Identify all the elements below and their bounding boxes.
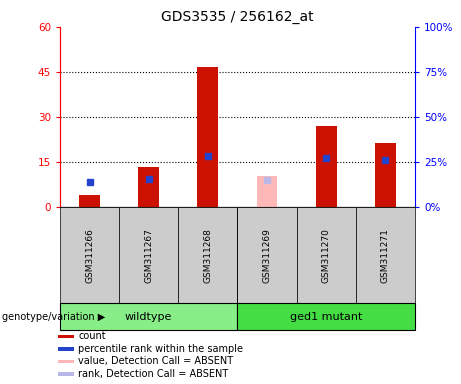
Text: ged1 mutant: ged1 mutant (290, 312, 362, 322)
Text: value, Detection Call = ABSENT: value, Detection Call = ABSENT (78, 356, 233, 366)
Bar (375, 143, 396, 207)
Bar (237, 303, 415, 330)
Bar (60, 207, 119, 303)
Bar (138, 167, 159, 207)
Title: GDS3535 / 256162_at: GDS3535 / 256162_at (161, 10, 314, 25)
Text: GSM311270: GSM311270 (322, 228, 331, 283)
Bar (58, 347, 74, 351)
Bar (197, 68, 218, 207)
Text: rank, Detection Call = ABSENT: rank, Detection Call = ABSENT (78, 369, 228, 379)
Text: count: count (78, 331, 106, 341)
Bar (237, 207, 296, 303)
Text: genotype/variation ▶: genotype/variation ▶ (2, 312, 106, 322)
Text: wildtype: wildtype (125, 312, 172, 322)
Text: GSM311269: GSM311269 (262, 228, 272, 283)
Bar (257, 176, 278, 207)
Bar (119, 207, 178, 303)
Bar (58, 372, 74, 376)
Text: percentile rank within the sample: percentile rank within the sample (78, 344, 243, 354)
Bar (58, 335, 74, 338)
Bar (58, 360, 74, 363)
Text: GSM311266: GSM311266 (85, 228, 94, 283)
Bar (296, 207, 356, 303)
Bar (60, 303, 237, 330)
Text: GSM311268: GSM311268 (203, 228, 213, 283)
Bar (178, 207, 237, 303)
Text: GSM311271: GSM311271 (381, 228, 390, 283)
Bar (79, 195, 100, 207)
Text: GSM311267: GSM311267 (144, 228, 153, 283)
Bar (316, 126, 337, 207)
Bar (356, 207, 415, 303)
